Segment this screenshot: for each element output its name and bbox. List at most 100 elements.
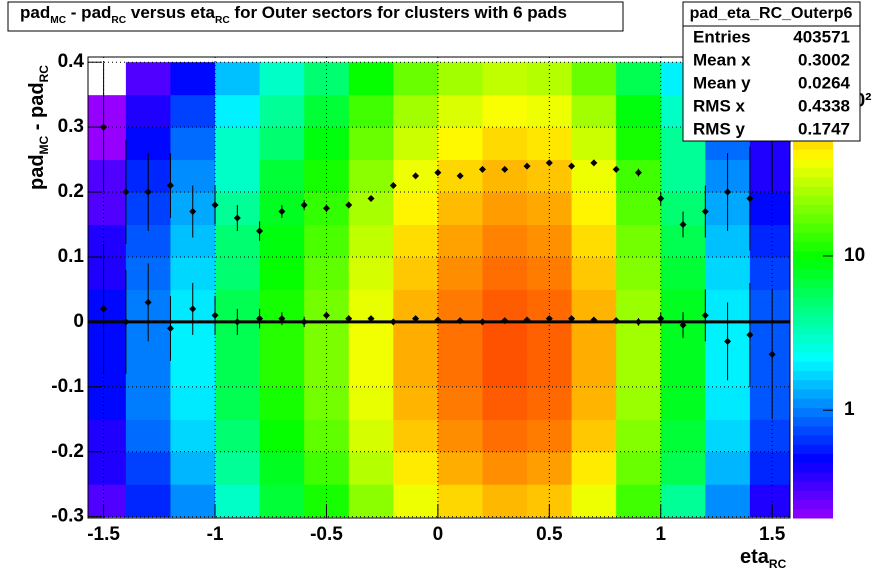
heat-cell — [88, 289, 127, 323]
palette-step — [793, 508, 833, 519]
point — [389, 182, 397, 190]
point — [634, 318, 642, 326]
palette-step — [793, 324, 833, 335]
heat-cell — [259, 321, 305, 355]
plot-frame — [87, 56, 791, 519]
heat-cell — [482, 484, 528, 518]
point — [612, 165, 620, 173]
heat-cell — [348, 386, 394, 420]
x-tick-label: 1 — [655, 524, 666, 545]
heat-cell — [88, 321, 127, 355]
stats-label: RMS x — [693, 96, 746, 115]
palette-step — [793, 186, 833, 196]
text-part: pad — [26, 154, 48, 190]
heat-cell — [437, 256, 483, 290]
heat-cell — [749, 224, 790, 258]
heat-cell — [749, 419, 790, 453]
point — [122, 318, 130, 326]
stats-value: 0.3002 — [798, 50, 850, 69]
heat-cell — [393, 224, 439, 258]
heat-cell — [527, 94, 573, 128]
point — [256, 227, 264, 235]
stats-label: Mean y — [693, 73, 751, 92]
heat-cell — [304, 159, 350, 193]
palette-step — [793, 278, 833, 288]
heat-cell — [393, 127, 439, 161]
palette-step — [793, 213, 833, 224]
heat-cell — [393, 256, 439, 290]
heat-cell — [527, 127, 573, 161]
heat-cell — [348, 159, 394, 193]
point — [523, 316, 531, 324]
title-box — [7, 1, 624, 32]
heat-cell — [437, 224, 483, 258]
point — [322, 311, 330, 319]
palette-step — [793, 259, 833, 270]
heat-cell — [482, 159, 528, 193]
heat-cell — [616, 62, 662, 96]
point — [590, 159, 598, 167]
heat-cell — [170, 451, 216, 485]
heat-cell — [616, 386, 662, 420]
subscript: MC — [50, 15, 66, 26]
y-tick-label: -0.2 — [51, 441, 84, 462]
heat-cell — [88, 484, 127, 518]
heat-cell — [88, 94, 127, 128]
palette-step — [793, 241, 833, 252]
heat-cell — [348, 94, 394, 128]
palette-step — [793, 315, 833, 325]
palette-step — [793, 296, 833, 307]
heat-cell — [88, 386, 127, 420]
point — [568, 315, 576, 323]
heat-cell — [348, 451, 394, 485]
heat-cell — [437, 354, 483, 388]
heat-cell — [215, 256, 261, 290]
heat-cell — [660, 256, 706, 290]
point — [144, 188, 152, 196]
palette-step — [793, 287, 833, 298]
heat-cell — [393, 484, 439, 518]
heat-cell — [527, 192, 573, 226]
heat-cell — [527, 386, 573, 420]
heat-cell — [393, 354, 439, 388]
point — [256, 315, 264, 323]
heat-cell — [749, 484, 790, 518]
heat-cell — [571, 256, 617, 290]
point — [434, 169, 442, 177]
heat-cell — [616, 289, 662, 323]
text-part: - pad — [66, 3, 111, 22]
point — [233, 318, 241, 326]
heat-cell — [88, 224, 127, 258]
heat-cell — [705, 451, 751, 485]
heat-cell — [259, 127, 305, 161]
palette-step — [793, 333, 833, 344]
heat-cell — [215, 127, 261, 161]
heat-cell — [215, 62, 261, 96]
heat-cell — [571, 94, 617, 128]
heat-cell — [348, 484, 394, 518]
heat-cell — [749, 321, 790, 355]
heat-cell — [215, 419, 261, 453]
heat-cell — [571, 451, 617, 485]
heat-cell — [125, 451, 171, 485]
heat-cell — [348, 256, 394, 290]
point — [144, 298, 152, 306]
point — [322, 204, 330, 212]
point — [300, 318, 308, 326]
point — [189, 208, 197, 216]
subscript: RC — [769, 557, 787, 571]
palette-step — [793, 269, 833, 279]
heat-cell — [259, 386, 305, 420]
stats-label: RMS y — [693, 119, 746, 138]
point — [189, 305, 197, 313]
point — [724, 337, 732, 345]
heat-cell — [749, 289, 790, 323]
subscript: RC — [215, 15, 230, 26]
heat-cell — [749, 159, 790, 193]
point — [412, 315, 420, 323]
heat-cell — [215, 451, 261, 485]
stats-value: 0.0264 — [798, 73, 851, 92]
palette-step — [793, 176, 833, 187]
point — [166, 182, 174, 190]
heat-cell — [304, 419, 350, 453]
